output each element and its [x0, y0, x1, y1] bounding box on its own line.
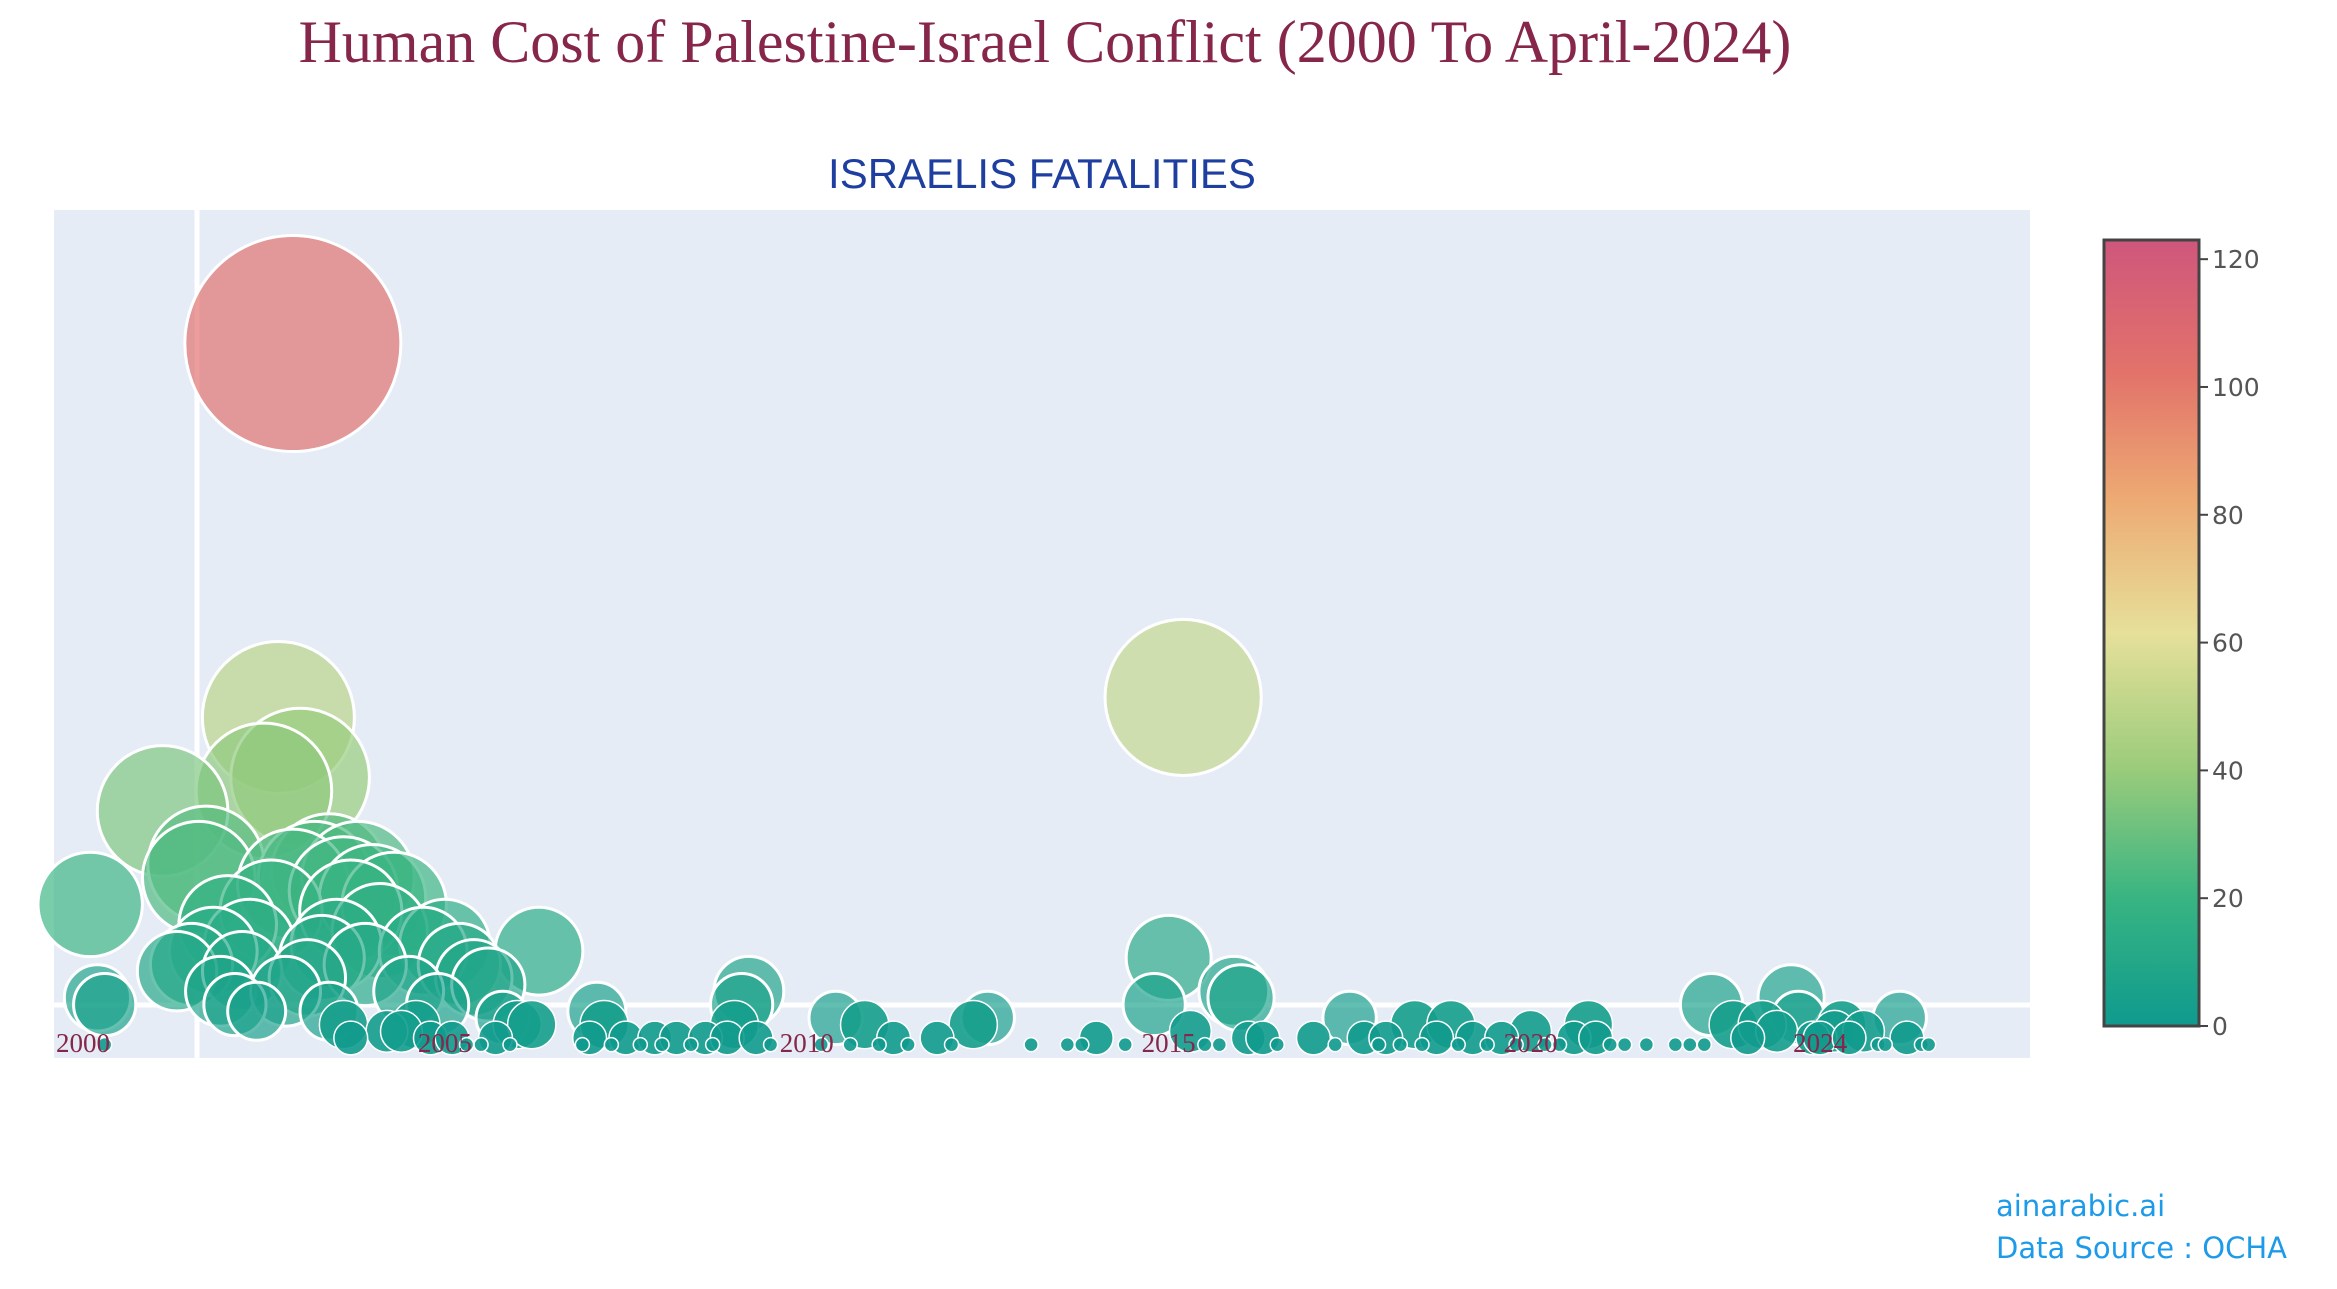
bubble-point[interactable] [1295, 1020, 1332, 1056]
bubble-point[interactable] [1197, 1036, 1213, 1053]
bubble-point[interactable] [1103, 617, 1263, 778]
bubble-point[interactable] [1074, 1036, 1090, 1053]
colorbar-tick-label: 120 [2212, 245, 2260, 274]
bubble-point[interactable] [1059, 1036, 1076, 1053]
bubble-point[interactable] [1831, 1020, 1867, 1056]
bubble-point[interactable] [871, 1036, 887, 1053]
bubble-point[interactable] [1696, 1036, 1713, 1053]
bubble-point[interactable] [1682, 1036, 1698, 1053]
colorbar-tick-label: 20 [2212, 884, 2244, 913]
chart-title: Human Cost of Palestine-Israel Conflict … [298, 9, 1792, 75]
bubble-point[interactable] [502, 1036, 518, 1053]
bubble-point[interactable] [704, 1036, 721, 1053]
bubble-point[interactable] [1638, 1036, 1655, 1053]
bubble-point[interactable] [603, 1036, 620, 1053]
bubble-point[interactable] [683, 1036, 699, 1053]
bubble-point[interactable] [1327, 1036, 1343, 1053]
x-tick-label: 2000 [56, 1028, 110, 1058]
bubble-point[interactable] [506, 999, 557, 1050]
bubble-point[interactable] [574, 1036, 591, 1053]
credit-block: ainarabic.ai Data Source : OCHA [1996, 1185, 2287, 1269]
bubble-point[interactable] [1117, 1036, 1133, 1053]
bubbles-layer [36, 234, 1937, 1056]
bubble-point[interactable] [1602, 1036, 1618, 1053]
colorbar-tick-label: 100 [2212, 373, 2260, 402]
chart-subtitle: ISRAELIS FATALITIES [828, 150, 1256, 197]
colorbar-tick-label: 60 [2212, 629, 2244, 658]
bubble-point[interactable] [1414, 1036, 1430, 1053]
bubble-point[interactable] [1877, 1036, 1893, 1053]
bubble-point[interactable] [1023, 1036, 1039, 1053]
bubble-point[interactable] [1479, 1036, 1495, 1053]
colorbar-tick-label: 80 [2212, 501, 2244, 530]
colorbar [2102, 238, 2201, 1028]
bubble-point[interactable] [948, 999, 999, 1050]
bubble-point[interactable] [900, 1036, 916, 1053]
bubble-point[interactable] [1616, 1036, 1633, 1053]
credit-source: Data Source : OCHA [1996, 1231, 2287, 1265]
bubble-point[interactable] [842, 1036, 858, 1053]
bubble-point[interactable] [1920, 1036, 1937, 1053]
bubble-point[interactable] [632, 1036, 649, 1053]
x-tick-label: 2024 [1793, 1028, 1848, 1058]
bubble-point[interactable] [473, 1036, 489, 1053]
bubble-point[interactable] [762, 1036, 779, 1053]
x-axis-ticks: 2000 2005 2010 2015 2020 2024 [56, 1028, 1848, 1058]
bubble-point[interactable] [226, 980, 288, 1042]
bubble-point[interactable] [36, 850, 144, 959]
bubble-point[interactable] [1121, 971, 1187, 1038]
x-tick-label: 2020 [1504, 1028, 1558, 1058]
bubble-point[interactable] [1730, 1020, 1766, 1056]
bubble-point[interactable] [1450, 1036, 1466, 1053]
colorbar-tick-label: 40 [2212, 756, 2244, 785]
bubble-point[interactable] [1370, 1036, 1387, 1053]
bubble-point[interactable] [1551, 1036, 1568, 1053]
x-tick-label: 2015 [1142, 1028, 1196, 1058]
bubble-point[interactable] [1508, 1036, 1524, 1053]
bubble-point[interactable] [1211, 1036, 1228, 1053]
bubble-point[interactable] [813, 1036, 829, 1053]
bubble-point[interactable] [654, 1036, 670, 1053]
colorbar-tick-label: 0 [2212, 1012, 2228, 1041]
bubble-point[interactable] [183, 234, 403, 454]
bubble-point[interactable] [1667, 1036, 1684, 1053]
bubble-point[interactable] [72, 971, 138, 1038]
colorbar-ticks: 0 20 40 60 80 100 120 [2199, 245, 2260, 1041]
credit-site: ainarabic.ai [1996, 1189, 2166, 1223]
bubble-point[interactable] [333, 1020, 369, 1056]
bubble-point[interactable] [943, 1036, 960, 1053]
bubble-point[interactable] [1392, 1036, 1409, 1053]
bubble-point[interactable] [1269, 1036, 1285, 1053]
x-tick-label: 2010 [780, 1028, 834, 1058]
x-tick-label: 2005 [418, 1028, 472, 1058]
bubble-point[interactable] [96, 1036, 113, 1053]
